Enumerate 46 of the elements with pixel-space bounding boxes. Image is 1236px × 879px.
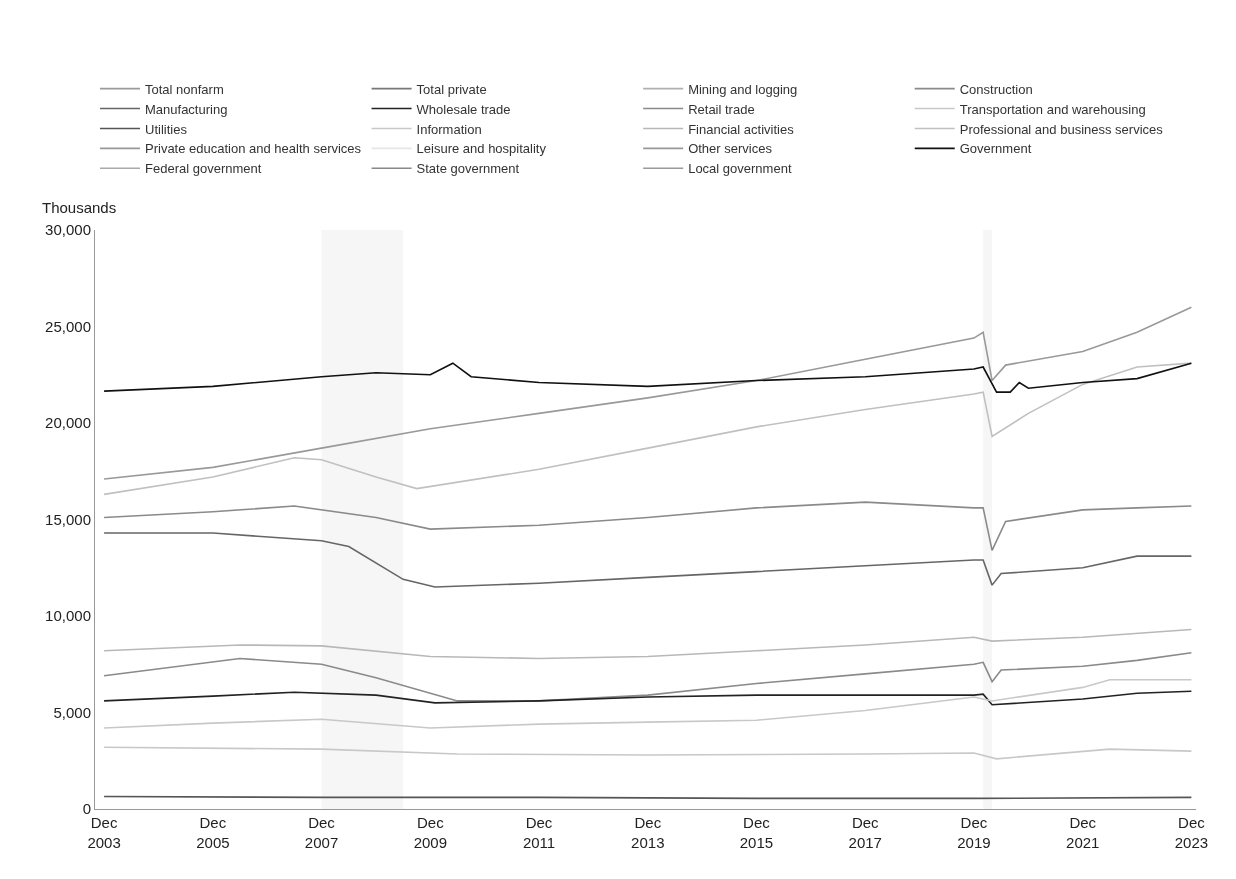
x-tick-label: Dec 2013	[631, 814, 665, 851]
legend-label: Transportation and warehousing	[959, 101, 1146, 117]
legend-label: Retail trade	[688, 101, 755, 117]
line-series	[103, 501, 1193, 552]
legend-label: Government	[959, 141, 1032, 157]
y-tick-label: 5,000	[53, 703, 91, 721]
line-series	[103, 362, 1193, 393]
line-series	[103, 746, 1193, 760]
line-series	[103, 532, 1193, 588]
legend-label: Private education and health services	[145, 141, 362, 157]
x-tick-label: Dec 2019	[957, 814, 991, 851]
legend-label: Information	[416, 121, 482, 137]
legend-label: Mining and logging	[688, 81, 798, 97]
legend-label: Local government	[688, 161, 792, 177]
y-axis-title: Thousands	[42, 199, 117, 216]
x-tick-label: Dec 2021	[1066, 814, 1100, 851]
y-tick-label: 15,000	[45, 510, 91, 528]
x-tick-label: Dec 2017	[848, 814, 882, 851]
line-series	[103, 362, 1193, 496]
x-tick-label: Dec 2007	[304, 814, 339, 851]
line-series	[103, 628, 1193, 660]
legend-label: Financial activities	[688, 121, 795, 137]
x-tick-label: Dec 2009	[413, 814, 448, 851]
line-series	[103, 306, 1193, 480]
line-series	[103, 678, 1193, 729]
y-tick-label: 25,000	[45, 317, 91, 335]
legend-label: Wholesale trade	[416, 101, 511, 117]
legend-label: Manufacturing	[145, 101, 228, 117]
legend-label: Utilities	[145, 121, 188, 137]
x-tick-label: Dec 2011	[522, 814, 556, 851]
legend-label: Professional and business services	[959, 121, 1164, 137]
y-tick-label: 30,000	[45, 221, 91, 239]
legend-label: Total private	[416, 81, 487, 97]
legend-label: Total nonfarm	[145, 81, 224, 97]
legend-label: Leisure and hospitality	[416, 141, 547, 157]
x-tick-label: Dec 2015	[739, 814, 774, 851]
legend-label: State government	[416, 161, 520, 177]
legend-label: Other services	[688, 141, 773, 157]
line-series	[103, 651, 1193, 702]
line-series	[103, 690, 1193, 706]
legend-label: Construction	[959, 81, 1033, 97]
legend-label: Federal government	[145, 161, 262, 177]
y-tick-label: 20,000	[45, 414, 91, 432]
x-tick-label: Dec 2023	[1174, 814, 1209, 851]
x-tick-label: Dec 2005	[196, 814, 230, 851]
y-tick-label: 10,000	[45, 607, 91, 625]
